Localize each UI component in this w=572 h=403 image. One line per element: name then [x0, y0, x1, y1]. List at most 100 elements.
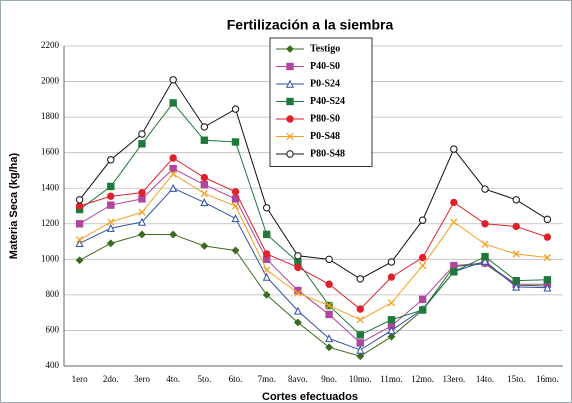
- marker: [107, 156, 115, 164]
- marker: [543, 276, 552, 284]
- marker: [75, 202, 84, 210]
- marker: [387, 332, 396, 341]
- x-tick-label: 5to.: [197, 374, 211, 384]
- marker: [512, 222, 520, 231]
- marker: [169, 230, 178, 239]
- marker: [107, 182, 115, 191]
- marker: [262, 290, 271, 299]
- marker: [138, 208, 146, 216]
- x-tick-label: 15to.: [507, 374, 525, 384]
- marker: [106, 239, 115, 248]
- marker: [543, 215, 552, 224]
- marker: [481, 252, 489, 261]
- y-tick-label: 600: [46, 325, 60, 335]
- marker: [356, 275, 364, 283]
- y-tick-label: 800: [46, 289, 60, 299]
- marker: [263, 250, 271, 258]
- marker: [512, 250, 520, 258]
- marker: [325, 334, 334, 343]
- marker: [138, 195, 146, 203]
- marker: [263, 230, 271, 239]
- y-tick-label: 1600: [41, 147, 60, 157]
- marker: [418, 295, 427, 304]
- marker: [356, 331, 364, 339]
- marker: [294, 289, 302, 297]
- marker: [450, 218, 458, 226]
- marker: [285, 79, 295, 88]
- marker: [138, 130, 146, 138]
- y-tick-label: 1800: [41, 111, 60, 121]
- marker: [286, 45, 294, 53]
- marker: [481, 256, 490, 265]
- marker: [418, 306, 427, 314]
- marker: [75, 239, 84, 248]
- x-tick-label: 13ero.: [442, 374, 465, 384]
- marker: [263, 266, 271, 274]
- marker: [418, 261, 427, 270]
- marker: [387, 299, 396, 307]
- chart-title: Fertilización a la siembra: [227, 17, 394, 33]
- legend-label: P40-S0: [310, 61, 340, 72]
- marker: [138, 188, 146, 197]
- x-tick-label: 3ero: [134, 374, 150, 384]
- x-tick-label: 12mo.: [411, 374, 434, 384]
- marker: [286, 115, 294, 123]
- marker: [543, 283, 552, 292]
- marker: [200, 173, 209, 182]
- x-tick-label: 9no.: [321, 374, 337, 384]
- legend-label: P80-S0: [310, 113, 340, 124]
- marker: [169, 76, 177, 84]
- marker: [325, 255, 333, 264]
- marker: [200, 180, 209, 189]
- marker: [481, 240, 489, 248]
- marker: [262, 272, 271, 281]
- marker: [169, 154, 177, 162]
- marker: [107, 218, 115, 226]
- marker: [138, 140, 146, 148]
- marker: [356, 352, 365, 361]
- marker: [200, 198, 209, 207]
- marker: [200, 242, 209, 250]
- x-axis-label: Cortes efectuados: [262, 391, 358, 403]
- legend-label: P40-S24: [310, 96, 345, 107]
- marker: [169, 183, 178, 192]
- marker: [387, 258, 396, 266]
- marker: [450, 198, 458, 207]
- legend-label: P0-S48: [310, 131, 340, 142]
- marker: [543, 253, 552, 262]
- marker: [231, 202, 240, 210]
- marker: [418, 216, 427, 224]
- marker: [356, 339, 364, 347]
- y-tick-label: 2000: [41, 76, 60, 86]
- legend-label: Testigo: [310, 43, 340, 54]
- marker: [231, 188, 240, 196]
- marker: [231, 105, 240, 113]
- series-line: [79, 233, 548, 357]
- marker: [75, 236, 84, 244]
- series-line: [79, 173, 548, 321]
- marker: [286, 62, 294, 71]
- x-tick-label: 6to.: [229, 374, 243, 384]
- marker: [231, 138, 240, 146]
- legend-label: P80-S48: [310, 148, 345, 159]
- marker: [294, 263, 302, 272]
- marker: [75, 256, 84, 265]
- marker: [231, 214, 240, 223]
- marker: [107, 192, 115, 200]
- x-tick-label: 16mo.: [536, 374, 559, 384]
- marker: [512, 276, 520, 285]
- marker: [200, 136, 209, 144]
- x-tick-label: 7mo.: [258, 374, 276, 384]
- marker: [286, 132, 294, 141]
- marker: [356, 316, 364, 324]
- marker: [387, 316, 396, 324]
- marker: [356, 345, 365, 354]
- x-tick-label: 1ero: [72, 374, 88, 384]
- marker: [200, 189, 209, 198]
- y-tick-label: 1000: [41, 253, 60, 263]
- marker: [169, 164, 177, 173]
- marker: [325, 280, 333, 288]
- marker: [107, 201, 115, 209]
- marker: [200, 123, 209, 131]
